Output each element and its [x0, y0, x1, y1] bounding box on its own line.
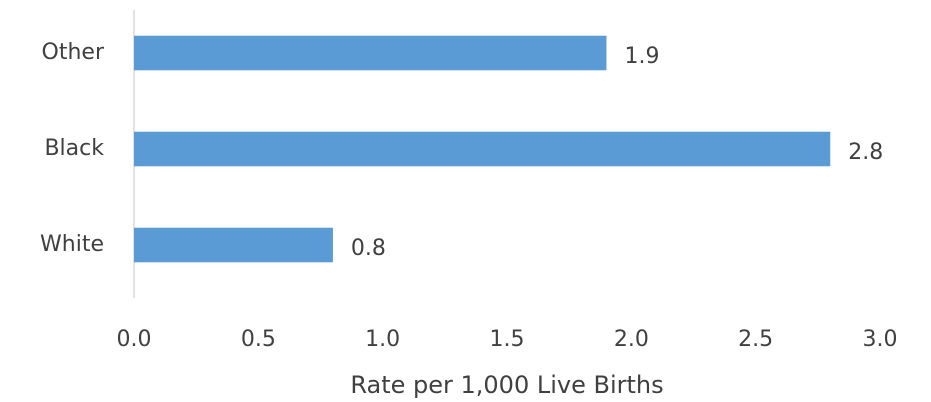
x-tick-label: 3.0 — [863, 327, 898, 352]
x-tick-label: 1.0 — [365, 327, 400, 352]
y-tick-label: Other — [42, 40, 105, 65]
y-tick-label: Black — [44, 136, 104, 161]
x-tick-label: 0.0 — [117, 327, 152, 352]
x-tick-label: 1.5 — [490, 327, 525, 352]
bar — [134, 227, 333, 263]
bar — [134, 35, 607, 71]
y-tick-label: White — [40, 232, 104, 257]
x-tick-label: 2.5 — [738, 327, 773, 352]
x-tick-label: 2.0 — [614, 327, 649, 352]
bar — [134, 131, 831, 167]
data-label: 0.8 — [351, 236, 386, 261]
data-label: 2.8 — [848, 140, 883, 165]
x-axis-label: Rate per 1,000 Live Births — [350, 371, 663, 399]
data-label: 1.9 — [624, 44, 659, 69]
x-tick-label: 0.5 — [241, 327, 276, 352]
